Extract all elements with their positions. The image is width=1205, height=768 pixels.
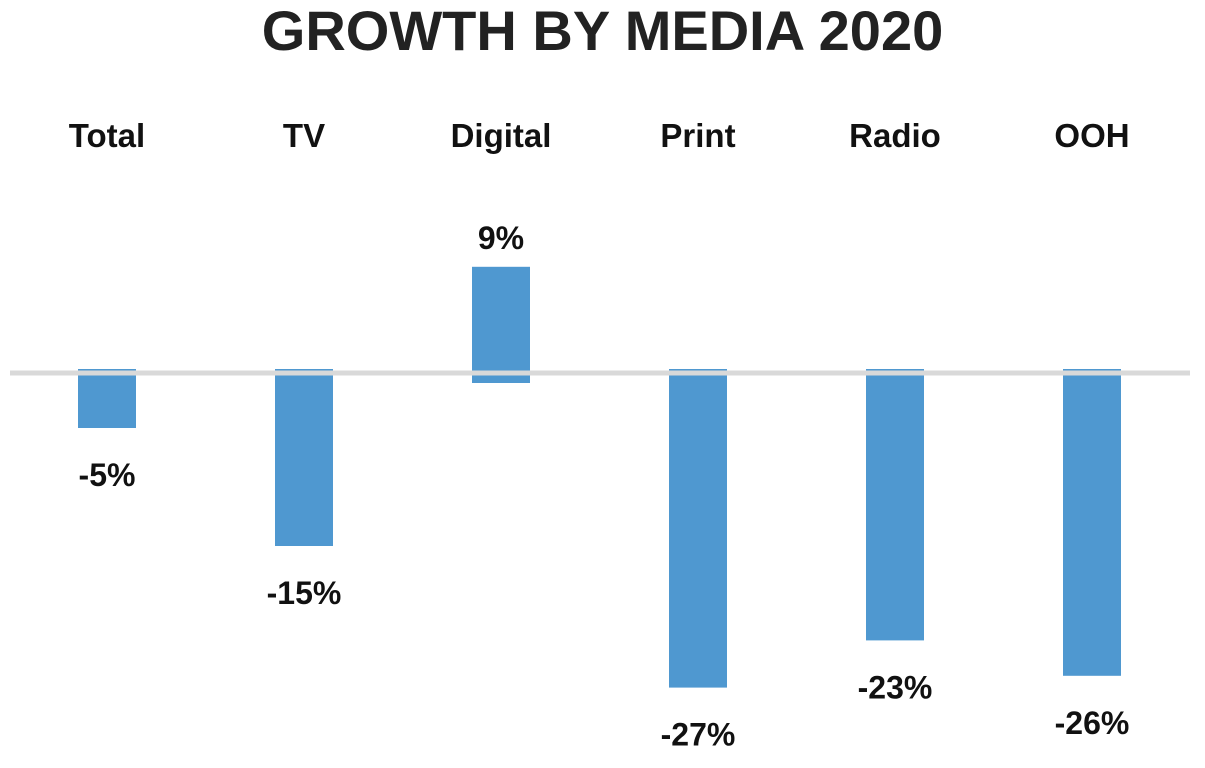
chart-title: GROWTH BY MEDIA 2020 <box>261 0 944 62</box>
value-label-digital: 9% <box>478 220 524 256</box>
category-label-radio: Radio <box>849 117 941 154</box>
value-label-total: -5% <box>79 457 136 493</box>
category-label-tv: TV <box>283 117 325 154</box>
value-label-tv: -15% <box>267 575 342 611</box>
category-label-total: Total <box>69 117 145 154</box>
bar-tv <box>275 369 333 546</box>
category-label-print: Print <box>660 117 735 154</box>
bar-total <box>78 369 136 428</box>
bar-radio <box>866 369 924 641</box>
bar-ooh <box>1063 369 1121 676</box>
value-label-radio: -23% <box>858 669 933 705</box>
value-labels: -5% -15% 9% -27% -23% -26% <box>79 220 1130 753</box>
value-label-print: -27% <box>661 717 736 753</box>
bars <box>78 266 1121 688</box>
category-label-ooh: OOH <box>1054 117 1129 154</box>
category-label-digital: Digital <box>451 117 552 154</box>
value-label-ooh: -26% <box>1055 705 1130 741</box>
bar-print <box>669 369 727 688</box>
bar-digital <box>472 266 530 383</box>
category-labels: Total TV Digital Print Radio OOH <box>69 117 1130 154</box>
